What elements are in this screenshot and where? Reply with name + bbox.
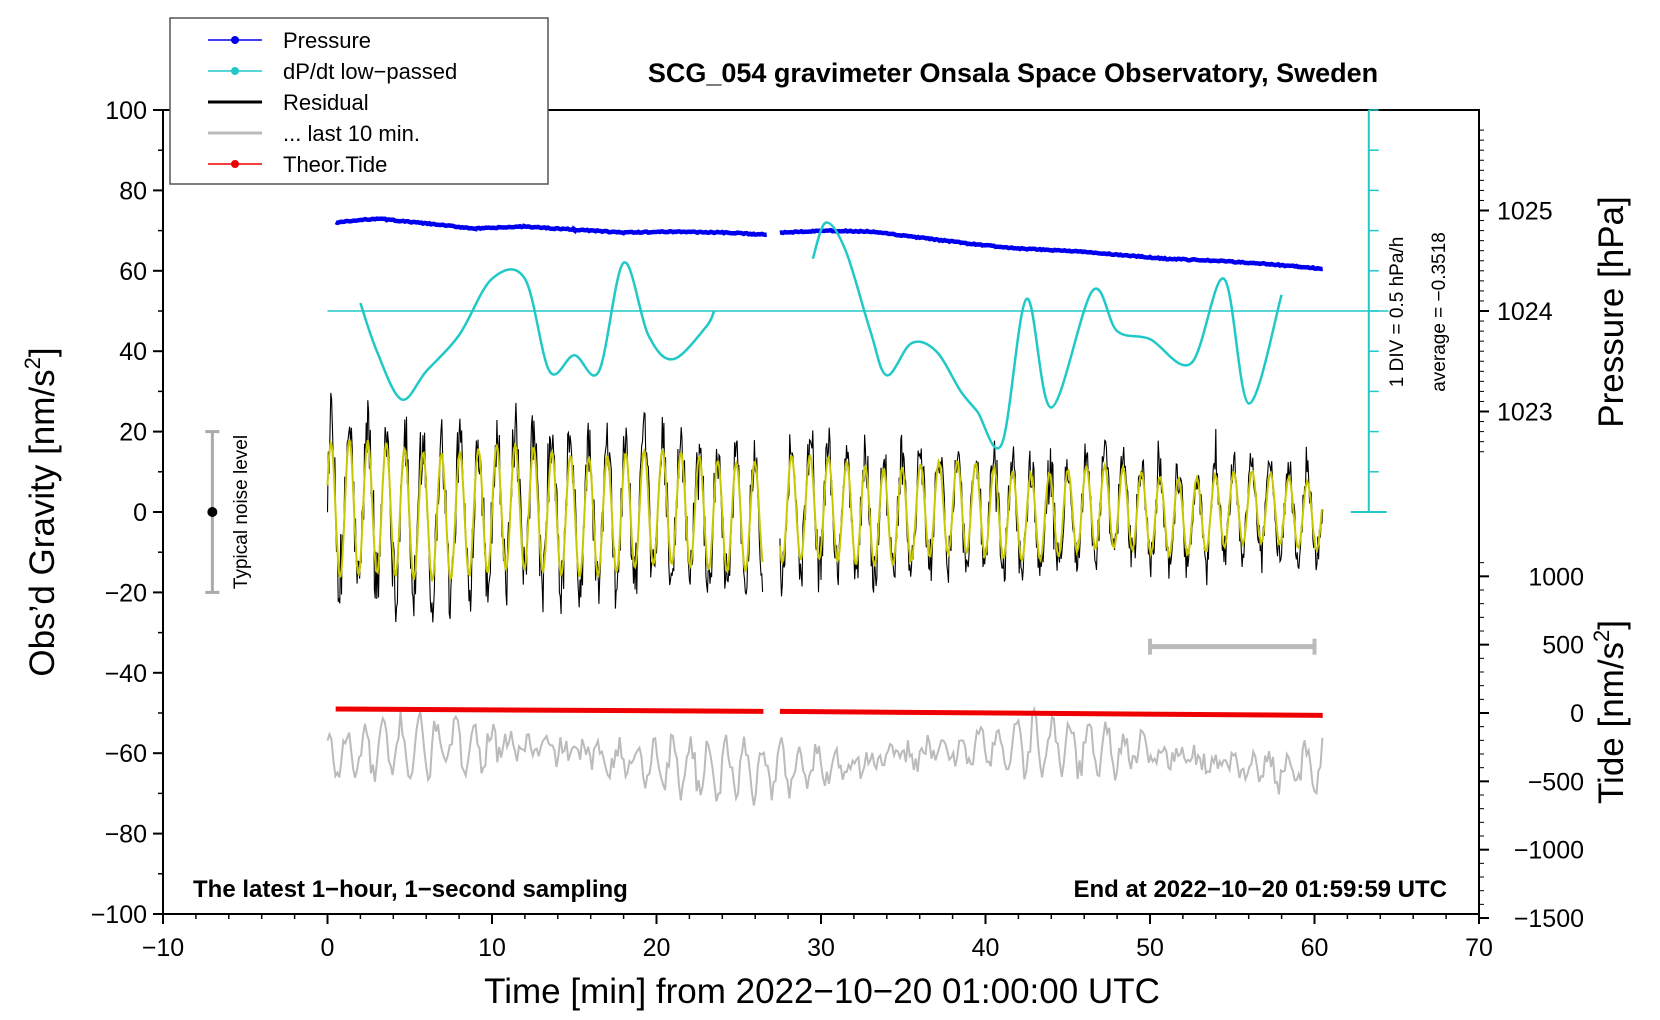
x-tick-label: 70 xyxy=(1465,934,1493,962)
dpdt-scale-note: 1 DIV = 0.5 hPa/h xyxy=(1387,237,1408,388)
noise-level-indicator: Typical noise level xyxy=(205,430,252,594)
legend-marker-0 xyxy=(231,36,239,44)
pressure-tick-label: 1025 xyxy=(1497,198,1553,226)
ten-minute-bar xyxy=(1148,638,1317,655)
legend-label-4: Theor.Tide xyxy=(283,152,387,177)
y-tick-label: 40 xyxy=(119,338,147,366)
x-tick-label: 0 xyxy=(321,934,335,962)
noise-label: Typical noise level xyxy=(231,435,252,589)
series-layer xyxy=(326,216,1324,806)
y-axis-label-tide: Tide [nm/s2] xyxy=(1589,620,1631,804)
x-tick-label: 30 xyxy=(807,934,835,962)
legend-marker-4 xyxy=(231,160,239,168)
x-tick-label: 20 xyxy=(643,934,671,962)
pressure-tick-label: 1023 xyxy=(1497,399,1553,427)
pressure-line-segment-1 xyxy=(334,216,767,238)
y-tick-label: −80 xyxy=(105,821,147,849)
dpdt-line-segment-1 xyxy=(359,261,716,401)
end-time-note: End at 2022−10−20 01:59:59 UTC xyxy=(1073,876,1447,903)
y-tick-label: 20 xyxy=(119,419,147,447)
y-tick-label: 60 xyxy=(119,258,147,286)
legend-items: Pressure dP/dt low−passed Residual ... last… xyxy=(208,28,457,177)
tide-tick-label: 1000 xyxy=(1528,563,1584,591)
dpdt-scale-axis xyxy=(327,109,1389,513)
legend-label-3: ... last 10 min. xyxy=(283,121,420,146)
x-tick-label: 10 xyxy=(478,934,506,962)
theor-tide-line-segment-2 xyxy=(779,708,1323,718)
legend-label-1: dP/dt low−passed xyxy=(283,59,457,84)
legend-marker-1 xyxy=(231,67,239,75)
legend-label-2: Residual xyxy=(283,90,369,115)
tide-tick-label: −1500 xyxy=(1514,905,1584,933)
residual-line-segment-1 xyxy=(326,392,764,623)
y-axis-label-left: Obs’d Gravity [nm/s2] xyxy=(20,347,62,676)
x-tick-label: −10 xyxy=(142,934,184,962)
tide-tick-label: 0 xyxy=(1570,700,1584,728)
theor-tide-line-segment-1 xyxy=(335,706,764,714)
sampling-note: The latest 1−hour, 1−second sampling xyxy=(193,876,628,903)
x-axis-label: Time [min] from 2022−10−20 01:00:00 UTC xyxy=(484,972,1160,1011)
y-tick-label: −60 xyxy=(105,740,147,768)
pressure-tick-label: 1024 xyxy=(1497,298,1553,326)
residual-line-segment-1-smoothed xyxy=(326,439,764,583)
x-tick-label: 60 xyxy=(1301,934,1329,962)
chart-title: SCG_054 gravimeter Onsala Space Observat… xyxy=(648,58,1378,88)
tide-tick-label: −1000 xyxy=(1514,837,1584,865)
right-axis-ticks: 1023 1024 1025 −1500 −1000 −500 0 500 1000 xyxy=(1479,129,1584,933)
pressure-line-segment-2 xyxy=(779,227,1323,272)
x-tick-label: 40 xyxy=(972,934,1000,962)
y-axis-label-pressure: Pressure [hPa] xyxy=(1592,196,1631,428)
noise-center-dot xyxy=(207,507,218,517)
last-10-min-line xyxy=(326,705,1324,806)
x-tick-label: 50 xyxy=(1136,934,1164,962)
y-tick-label: −40 xyxy=(105,660,147,688)
tide-tick-label: 500 xyxy=(1542,632,1584,660)
legend: Pressure dP/dt low−passed Residual ... last… xyxy=(169,17,549,185)
legend-label-0: Pressure xyxy=(283,28,371,53)
y-tick-label: 100 xyxy=(105,97,147,125)
y-tick-label: −100 xyxy=(91,901,147,929)
y-tick-label: 80 xyxy=(119,177,147,205)
tide-tick-label: −500 xyxy=(1528,768,1584,796)
dpdt-line-segment-2 xyxy=(811,221,1283,450)
y-tick-label: −20 xyxy=(105,579,147,607)
x-axis-ticks: −10 0 10 20 30 40 50 60 70 xyxy=(142,914,1493,962)
y-axis-ticks: −100 −80 −60 −40 −20 0 20 40 60 80 100 xyxy=(91,97,163,929)
y-tick-label: 0 xyxy=(133,499,147,527)
residual-line-segment-2-smoothed xyxy=(778,453,1323,567)
dpdt-average-note: average = −0.3518 xyxy=(1429,232,1450,392)
